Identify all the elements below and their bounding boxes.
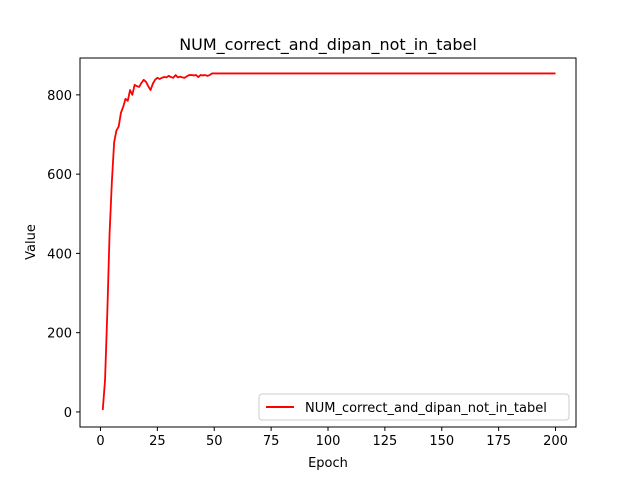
legend-box <box>258 393 570 421</box>
y-tick-label: 200 <box>47 327 72 342</box>
x-tick-label: 100 <box>316 434 341 449</box>
y-tick-label: 600 <box>47 168 72 183</box>
legend: NUM_correct_and_dipan_not_in_tabel <box>258 393 570 421</box>
x-tick-label: 175 <box>486 434 511 449</box>
y-tick-label: 0 <box>64 406 72 421</box>
x-tick-label: 50 <box>206 434 223 449</box>
chart-title: NUM_correct_and_dipan_not_in_tabel <box>179 35 477 55</box>
x-tick-label: 200 <box>543 434 568 449</box>
x-tick-label: 125 <box>372 434 397 449</box>
y-axis-ticks: 0 200 400 600 800 <box>47 89 80 421</box>
x-axis-label: Epoch <box>308 456 348 471</box>
y-tick-label: 800 <box>47 89 72 104</box>
x-tick-label: 25 <box>149 434 166 449</box>
y-tick-label: 400 <box>47 247 72 262</box>
x-tick-label: 0 <box>96 434 104 449</box>
x-axis-ticks: 0 25 50 75 100 125 150 175 200 <box>96 427 568 449</box>
x-tick-label: 75 <box>263 434 280 449</box>
y-axis-label: Value <box>24 224 39 260</box>
legend-label: NUM_correct_and_dipan_not_in_tabel <box>305 401 547 416</box>
x-tick-label: 150 <box>429 434 454 449</box>
series-layer <box>101 72 556 411</box>
series-line-0 <box>101 72 556 411</box>
